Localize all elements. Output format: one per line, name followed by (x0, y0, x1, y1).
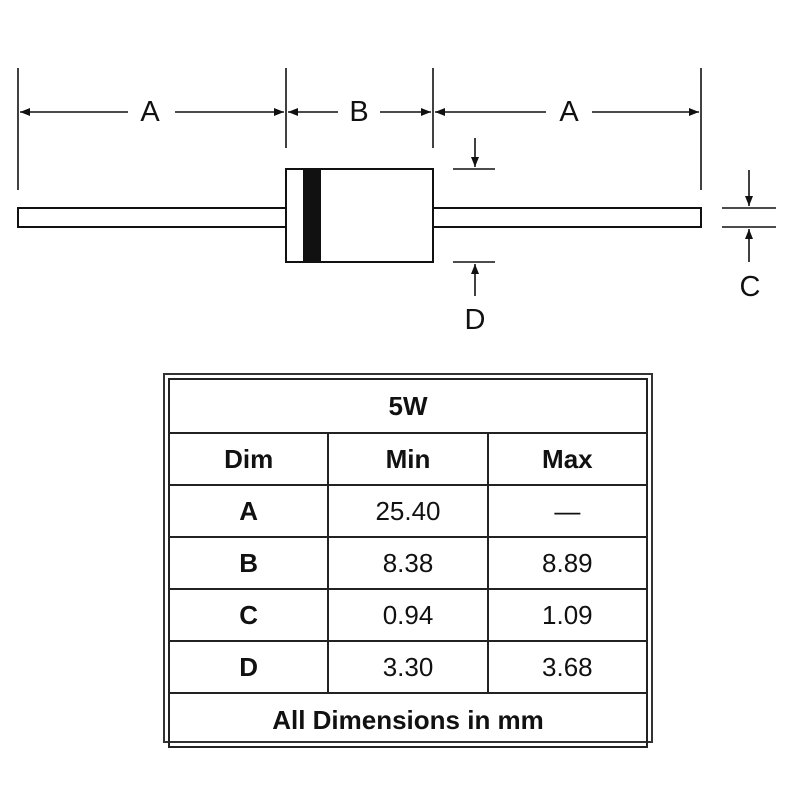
label-b: B (349, 96, 368, 128)
cell-min: 0.94 (327, 588, 489, 642)
cell-dim: A (167, 484, 330, 538)
cell-dim: B (167, 536, 330, 590)
cell-max: 1.09 (486, 588, 649, 642)
left-lead (17, 207, 287, 228)
right-lead (432, 207, 702, 228)
dimensions-table: 5W Dim Min Max A 25.40 — B 8.38 8.89 C 0… (163, 373, 653, 748)
table-title: 5W (168, 378, 648, 434)
table-row: B 8.38 8.89 (167, 536, 649, 590)
cell-max: 3.68 (486, 640, 649, 694)
diode-outline-drawing: A B A D C (17, 68, 776, 336)
cell-min: 25.40 (327, 484, 489, 538)
label-c: C (740, 271, 761, 303)
table-row: A 25.40 — (167, 484, 649, 538)
cell-min: 3.30 (327, 640, 489, 694)
cell-max: 8.89 (486, 536, 649, 590)
cell-dim: C (167, 588, 330, 642)
header-min: Min (327, 432, 489, 486)
table-row: D 3.30 3.68 (167, 640, 649, 694)
label-a-right: A (559, 96, 579, 128)
header-max: Max (486, 432, 649, 486)
table-row: C 0.94 1.09 (167, 588, 649, 642)
cell-dim: D (167, 640, 330, 694)
label-d: D (465, 304, 486, 336)
cell-max: — (486, 484, 649, 538)
cathode-band (303, 170, 321, 261)
table-header-row: Dim Min Max (167, 432, 649, 486)
header-dim: Dim (167, 432, 330, 486)
label-a-left: A (140, 96, 160, 128)
table-footer: All Dimensions in mm (168, 692, 648, 748)
cell-min: 8.38 (327, 536, 489, 590)
